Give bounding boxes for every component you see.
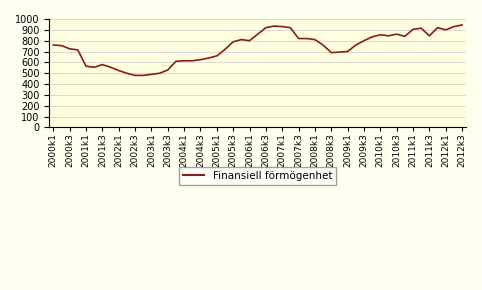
Legend: Finansiell förmögenhet: Finansiell förmögenhet	[179, 167, 336, 185]
